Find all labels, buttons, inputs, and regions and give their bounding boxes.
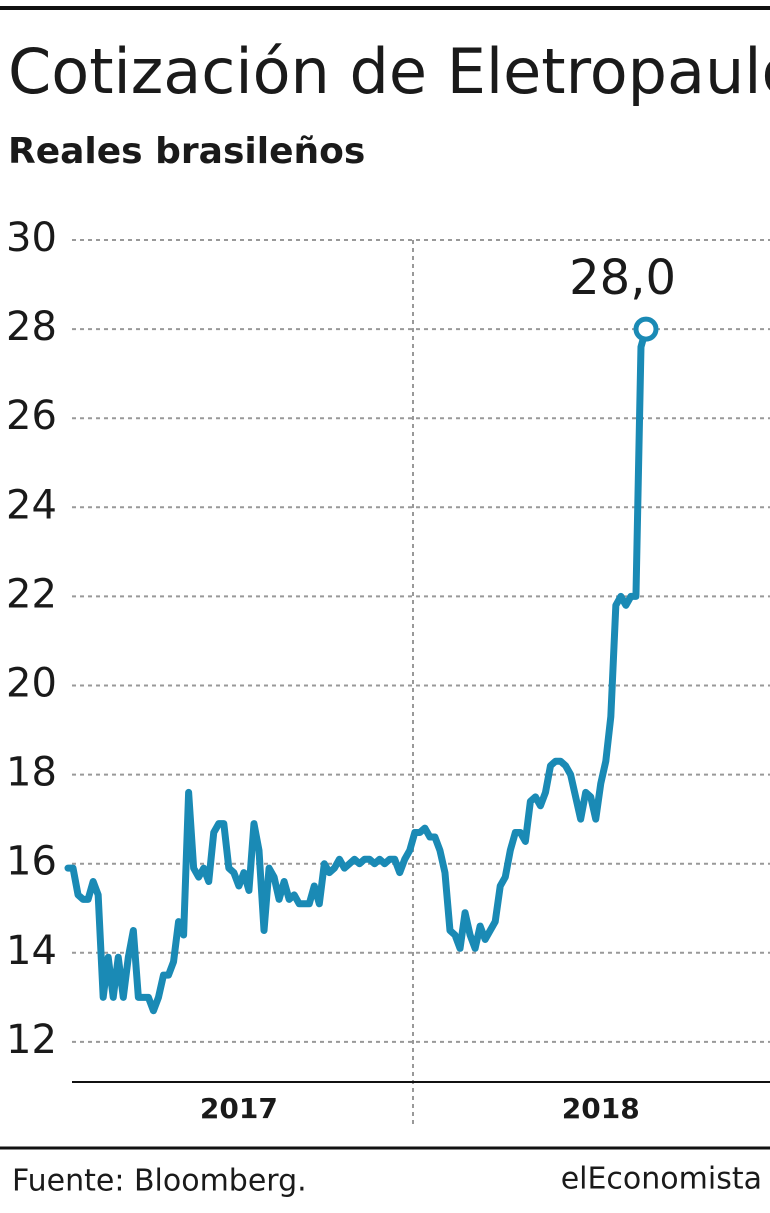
y-tick-label: 12 [6, 1017, 57, 1063]
chart-subtitle: Reales brasileños [8, 131, 365, 172]
y-tick-label: 18 [6, 750, 57, 796]
x-tick-label: 2017 [200, 1092, 278, 1125]
chart-title: Cotización de Eletropaulo [8, 35, 770, 108]
end-label: 28,0 [569, 250, 676, 306]
brand: elEconomista [561, 1162, 762, 1197]
y-tick-label: 20 [6, 661, 57, 707]
y-tick-label: 22 [6, 571, 57, 617]
end-point [633, 316, 659, 342]
x-tick-label: 2018 [562, 1092, 640, 1125]
y-tick-label: 26 [6, 393, 57, 439]
price-line [64, 325, 650, 1015]
y-tick-label: 14 [6, 928, 57, 974]
source: Fuente: Bloomberg. [12, 1164, 307, 1199]
y-tick-label: 30 [6, 215, 57, 261]
y-tick-label: 28 [6, 304, 57, 350]
y-tick-label: 24 [6, 482, 57, 528]
y-tick-label: 16 [6, 839, 57, 885]
